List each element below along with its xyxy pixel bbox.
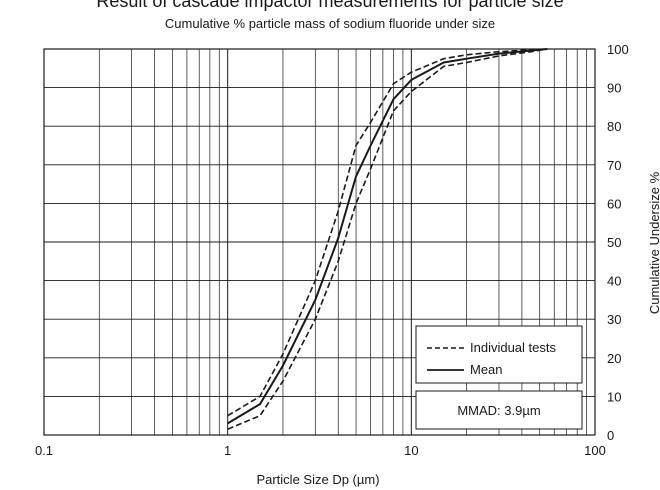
legend-box: [415, 325, 583, 384]
x-tick-label: 10: [404, 443, 418, 458]
plot-frame: [43, 48, 596, 436]
x-tick-labels: 0.1 1 10 100: [35, 443, 606, 458]
series-line-mean: [227, 48, 548, 425]
y-tick-label: 30: [607, 312, 621, 327]
y-tick-label: 40: [607, 274, 621, 289]
series-line-individual-tests: [227, 48, 548, 417]
mmad-box: [415, 390, 583, 430]
legend-label-mean: Mean: [470, 362, 503, 377]
legend-label-individual-tests: Individual tests: [470, 340, 556, 355]
y-tick-label: 80: [607, 119, 621, 134]
series-layer: [227, 48, 548, 430]
y-tick-label: 60: [607, 196, 621, 211]
y-tick-label: 100: [607, 42, 629, 57]
mmad-annotation: MMAD: 3.9µm: [415, 390, 583, 430]
y-tick-label: 50: [607, 235, 621, 250]
y-tick-label: 20: [607, 351, 621, 366]
mmad-text: MMAD: 3.9µm: [457, 403, 540, 418]
y-tick-label: 10: [607, 389, 621, 404]
series-line-individual-test-2: [227, 48, 548, 430]
y-tick-label: 70: [607, 158, 621, 173]
y-tick-label: 90: [607, 81, 621, 96]
x-axis-label: Particle Size Dp (µm): [256, 472, 379, 487]
x-tick-label: 1: [224, 443, 231, 458]
y-tick-labels: 0 10 20 30 40 50 60 70 80 90 100: [607, 42, 629, 443]
y-tick-label: 0: [607, 428, 614, 443]
y-axis-label: Cumulative Undersize %: [647, 171, 660, 314]
x-tick-label: 0.1: [35, 443, 53, 458]
chart-title: Result of cascade impactor measurements …: [96, 0, 564, 11]
x-tick-label: 100: [584, 443, 606, 458]
chart-subtitle: Cumulative % particle mass of sodium flu…: [164, 16, 496, 31]
legend: Individual tests Mean: [415, 325, 583, 384]
